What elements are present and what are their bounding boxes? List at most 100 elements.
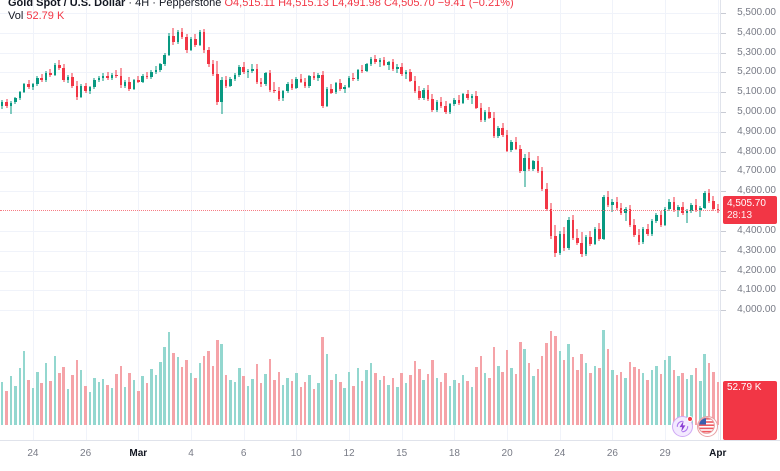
candlestick xyxy=(391,0,395,440)
candlestick xyxy=(150,0,153,440)
volume-bar xyxy=(93,377,96,425)
candlestick xyxy=(567,0,570,440)
candle-body xyxy=(527,157,531,169)
candlestick xyxy=(404,0,408,440)
date-axis-tick: 20 xyxy=(501,448,513,459)
lightning-bolt-icon[interactable] xyxy=(672,416,693,437)
candle-body xyxy=(154,70,158,73)
candlestick xyxy=(492,0,496,440)
candle-body xyxy=(295,78,298,89)
candlestick xyxy=(233,0,237,440)
candlestick xyxy=(435,0,439,440)
volume-bar xyxy=(31,388,35,425)
volume-bar xyxy=(159,362,162,425)
candlestick xyxy=(334,0,338,440)
volume-bar xyxy=(299,387,302,425)
candle-body xyxy=(712,201,715,209)
volume-bar xyxy=(53,356,57,425)
candle-body xyxy=(690,205,693,211)
candle-body xyxy=(251,69,254,71)
candle-body xyxy=(9,102,13,106)
volume-bar xyxy=(589,372,592,425)
candlestick xyxy=(637,0,640,440)
price-tick-label: 4,000.00 xyxy=(737,304,776,316)
volume-badge[interactable]: 52.79 K xyxy=(723,381,777,440)
volume-bar xyxy=(422,379,425,425)
chart-plot-area[interactable] xyxy=(0,0,720,440)
candle-body xyxy=(422,89,425,99)
candle-body xyxy=(466,94,469,99)
candlestick xyxy=(628,0,632,440)
volume-bar xyxy=(273,379,276,425)
candlestick xyxy=(633,0,636,440)
candle-body xyxy=(185,37,188,51)
candlestick xyxy=(510,0,513,440)
date-axis-tick: 15 xyxy=(396,448,408,459)
candle-body xyxy=(545,189,548,209)
candlestick xyxy=(668,0,671,440)
candle-body xyxy=(343,86,346,90)
volume-bar xyxy=(519,341,522,425)
candlestick xyxy=(382,0,386,440)
date-axis[interactable]: 24 26 Mar 4 6 10 12 15 18 20 24 26 29 Apr xyxy=(0,440,780,471)
candlestick xyxy=(14,0,17,440)
candlestick xyxy=(176,0,179,440)
candle-body xyxy=(233,75,237,79)
candle-body xyxy=(536,161,539,172)
candle-body xyxy=(330,89,333,93)
candlestick xyxy=(62,0,65,440)
candlestick xyxy=(396,0,399,440)
date-axis-tick: 24 xyxy=(27,448,39,459)
candlestick xyxy=(571,0,575,440)
volume-bar xyxy=(554,335,557,425)
candlestick xyxy=(202,0,206,440)
candlestick xyxy=(259,0,263,440)
volume-bar xyxy=(435,377,439,425)
candle-body xyxy=(220,80,223,103)
last-price-badge[interactable]: 4,505.70 28:13 xyxy=(723,195,777,224)
price-axis-tick: 5,400.00 xyxy=(721,26,780,40)
us-flag-icon[interactable] xyxy=(697,416,718,437)
volume-bar xyxy=(540,356,544,425)
volume-bar xyxy=(295,372,298,425)
candle-body xyxy=(641,228,645,243)
candle-body xyxy=(273,89,276,91)
price-tick-label: 5,000.00 xyxy=(737,106,776,117)
volume-bar xyxy=(624,377,627,425)
candle-body xyxy=(519,148,522,172)
price-tick-label: 5,300.00 xyxy=(737,46,776,58)
volume-bar xyxy=(132,379,136,425)
candlestick xyxy=(659,0,662,440)
volume-bar xyxy=(40,383,43,425)
candlestick xyxy=(268,0,272,440)
candle-body xyxy=(277,91,280,99)
price-axis-tick: 4,700.00 xyxy=(721,164,780,178)
candle-body xyxy=(479,107,482,121)
gridline-horizontal xyxy=(0,250,720,252)
price-axis[interactable]: 5,500.00 5,400.00 5,300.00 5,200.00 5,100.00… xyxy=(720,0,780,440)
volume-bar xyxy=(176,357,179,425)
candle-wick xyxy=(10,100,12,114)
volume-bar xyxy=(268,358,272,425)
candlestick xyxy=(655,0,658,440)
date-axis-tick: 10 xyxy=(290,448,302,459)
candle-body xyxy=(202,32,206,51)
volume-bar xyxy=(66,389,70,425)
price-axis-tick: 4,200.00 xyxy=(721,264,780,278)
candle-body xyxy=(119,76,122,86)
volume-bar xyxy=(286,377,289,425)
candlestick xyxy=(66,0,70,440)
volume-bar xyxy=(576,370,579,425)
candle-wick xyxy=(58,59,60,70)
candle-wick xyxy=(361,65,363,74)
candlestick xyxy=(97,0,100,440)
notification-dot xyxy=(687,416,693,422)
volume-bar xyxy=(137,390,140,425)
candlestick xyxy=(242,0,245,440)
candle-body xyxy=(62,68,65,80)
candle-body xyxy=(172,35,175,43)
candle-body xyxy=(110,75,114,79)
date-axis-tick: 18 xyxy=(448,448,460,459)
candle-body xyxy=(141,75,144,82)
volume-bar xyxy=(668,356,671,425)
